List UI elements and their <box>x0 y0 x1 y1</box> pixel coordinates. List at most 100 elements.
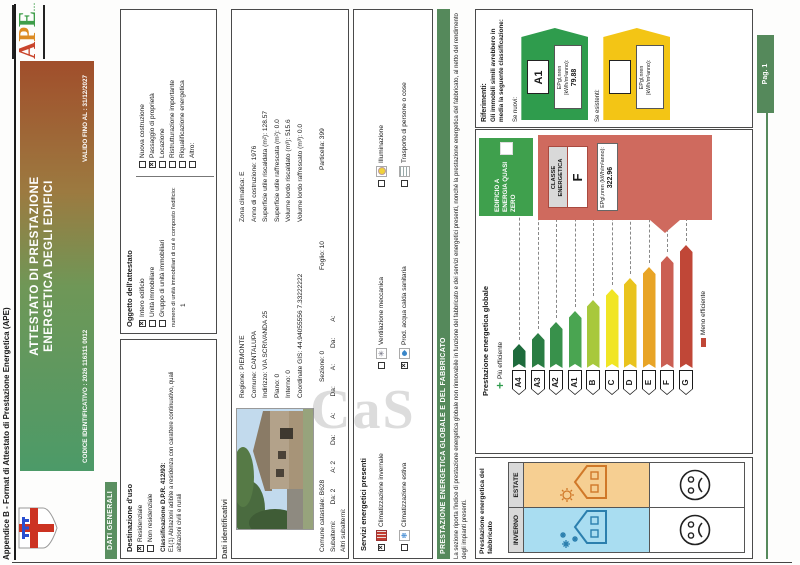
word: A: 2 <box>330 460 337 473</box>
snowflake-icon: ❄ <box>399 530 410 541</box>
check-label: Prod. acqua calda sanitaria <box>401 266 408 345</box>
class-tag-label: A3 <box>532 371 544 394</box>
scale-row-C: C <box>605 289 619 395</box>
check-item: Riqualificazione energetica <box>179 16 186 168</box>
estate-cell <box>523 462 650 508</box>
class-arrow-A3 <box>532 333 545 368</box>
class-tag-C: C <box>605 370 619 395</box>
globale-title: Prestazione energetica globale <box>481 285 490 397</box>
meno-efficiente-label: Meno efficiente <box>700 291 707 347</box>
class-arrow-D <box>624 278 637 368</box>
word: Da: 2 <box>330 488 337 505</box>
classificazione-text: E1(1) Abitazioni adibite a residenza con… <box>169 371 183 552</box>
checkbox <box>169 161 176 168</box>
class-tag-E: E <box>642 370 656 395</box>
edificio-zero-checkbox <box>499 142 513 155</box>
class-arrow-C <box>606 289 619 368</box>
class-tag-D: D <box>623 370 637 395</box>
altri-subalterni: Altri subalterni: <box>340 492 347 552</box>
class-tag-label: G <box>680 371 692 394</box>
check-item: Ristrutturazione importante <box>169 16 176 168</box>
servizi-checklist: × Climatizzazione invernale ❄ Climatizzazio… <box>373 17 410 551</box>
field: Volume lordo raffrescato (m³): 0.0 <box>297 12 304 222</box>
radiator-icon <box>376 530 387 541</box>
field-value: 1976 <box>250 145 258 161</box>
se-esistenti-ep-box: EPgl,nren (kWh/m²anno): <box>636 46 664 110</box>
se-nuovi-label: Se nuovi: <box>513 96 520 122</box>
check-label: Non residenziale <box>147 493 154 542</box>
building-photo <box>232 408 314 537</box>
water-icon <box>399 348 410 359</box>
field: Coordinate GIS: 44.94055556 7.33222222 <box>297 226 304 398</box>
meno-efficiente-text: Meno efficiente <box>700 291 707 335</box>
field: Interno: 0 <box>285 226 292 398</box>
ape-letter-p: P <box>15 26 41 42</box>
riferimenti-text: Gli immobili simili avrebbero in media l… <box>490 19 506 122</box>
checkbox <box>378 180 385 187</box>
se-esistenti-ep-value <box>653 48 661 108</box>
destinazione-title: Destinazione d'uso <box>125 483 134 552</box>
fabbricato-table: INVERNO ESTATE <box>508 462 745 553</box>
col-header-estate: ESTATE <box>508 462 524 508</box>
class-tag-label: F <box>661 371 673 394</box>
scale-row-G: G <box>679 245 693 395</box>
check-item: Nuova costruzione <box>139 16 146 168</box>
class-tag-A1: A1 <box>568 370 582 395</box>
house-summer-icon <box>560 464 613 506</box>
field: Particella: 399 <box>319 128 326 170</box>
checkbox <box>401 180 408 187</box>
se-esistenti-label: Se esistenti: <box>595 89 602 122</box>
word: Da: <box>330 337 337 348</box>
field-label: Superficie utile riscaldata (m²): <box>262 131 269 222</box>
check-label: Riqualificazione energetica <box>179 80 186 158</box>
field: Superficie utile raffrescata (m²): 0.0 <box>274 12 281 222</box>
class-tag-A3: A3 <box>531 370 545 395</box>
field-value: 515.6 <box>285 119 292 136</box>
oggetto-checklist-col1: × Intero edificio Unità immobiliare Gruppo … <box>139 183 166 327</box>
class-arrow-B <box>587 300 600 368</box>
identificativi-col1: Regione: PIEMONTE Comune: CANTALUPA Indiri… <box>239 226 308 398</box>
col-header-inverno: INVERNO <box>508 507 524 553</box>
inverno-face-cell <box>649 507 745 553</box>
scale-row-B: B <box>586 300 600 395</box>
riferimenti-title: Riferimenti: <box>481 83 488 122</box>
check-item: Gruppo di unità immobiliari <box>159 183 166 327</box>
codice-identificativo: CODICE IDENTIFICATIVO : 2026 116311 0012 <box>82 329 89 463</box>
sad-face-icon <box>679 511 718 549</box>
scan-edge-line <box>12 562 792 563</box>
field-value: B628 <box>319 479 326 496</box>
fabbricato-title: Prestazione energetica del fabbricato <box>479 468 495 554</box>
classe-arrowhead-icon <box>650 220 680 233</box>
fan-icon: ✳ <box>376 348 387 359</box>
field-label: Coordinate GIS: <box>296 348 304 398</box>
check-item: Unità immobiliare <box>149 183 156 327</box>
destinazione-checklist: × Residenziale Non residenziale <box>137 346 154 552</box>
check-item: Trasporto di persone o cose <box>399 17 410 187</box>
field: Foglio: 10 <box>319 170 326 270</box>
ape-logo-icon: APE... <box>12 2 45 59</box>
check-item: × Passaggio di proprietà <box>149 16 156 168</box>
prestazione-globale-box: Prestazione energetica globale + Più eff… <box>475 129 753 454</box>
sad-face-icon <box>679 466 718 504</box>
classe-energetica-box: CLASSE ENERGETICA F <box>548 146 588 209</box>
field-label: Indirizzo: <box>262 369 269 398</box>
classe-header: CLASSE ENERGETICA <box>549 147 568 208</box>
field-value: 399 <box>319 128 326 140</box>
field: Sezione: 0 <box>319 270 326 382</box>
scale-row-D: D <box>623 278 637 395</box>
inverno-cell <box>523 507 650 553</box>
section-label-dati-generali: DATI GENERALI <box>105 481 117 559</box>
oggetto-checklist-col2: Nuova costruzione × Passaggio di proprietà… <box>136 16 214 177</box>
checkbox <box>139 161 146 168</box>
field: Comune: CANTALUPA <box>251 226 258 398</box>
ep-label: EPgl,nren (kWh/m²anno): <box>599 147 606 208</box>
field-value: VIA SCRIVANDA 25 <box>262 310 269 370</box>
checkbox: × <box>378 544 385 551</box>
checkbox <box>159 161 166 168</box>
field-label: Regione: <box>239 369 246 398</box>
field: Zona climatica: E <box>239 12 246 222</box>
field-value: 0 <box>285 370 292 374</box>
dati-identificativi-label: Dati identificativi <box>220 498 229 559</box>
